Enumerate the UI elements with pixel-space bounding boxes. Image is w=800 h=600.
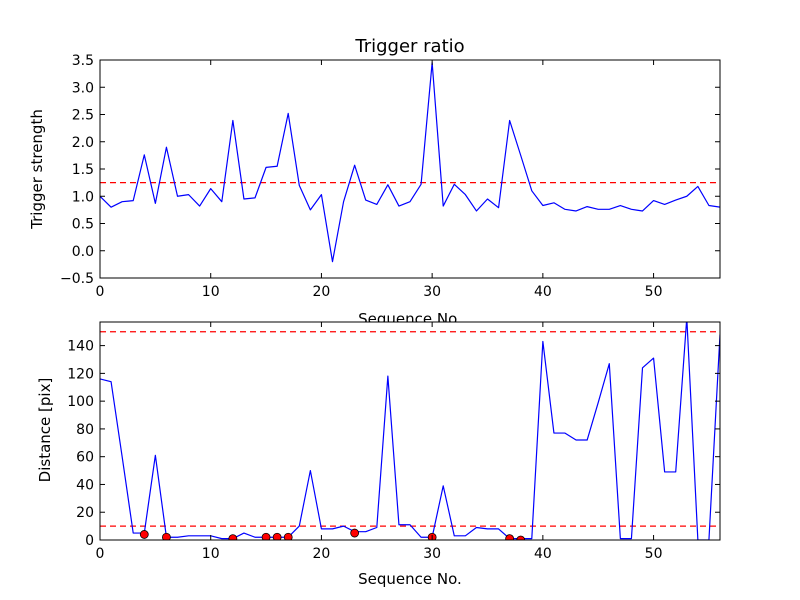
y-tick-label: 100 bbox=[67, 394, 94, 410]
x-tick-label: 20 bbox=[313, 546, 331, 562]
y-axis-title: Distance [pix] bbox=[36, 378, 54, 483]
y-tick-label: 40 bbox=[76, 477, 94, 493]
distance-chart: 0 10 20 30 40 50 0 20 40 60 80 100 120 140 Sequence … bbox=[36, 321, 721, 588]
series-line bbox=[100, 322, 720, 540]
data-point-marker bbox=[350, 528, 360, 538]
y-axis-ticks: −0.5 0.0 0.5 1.0 1.5 2.0 2.5 3.0 3.5 bbox=[60, 53, 720, 287]
plot-background bbox=[100, 60, 720, 278]
x-axis-ticks: 0 10 20 30 40 50 bbox=[96, 322, 663, 562]
x-axis-ticks: 0 10 20 30 40 50 bbox=[96, 60, 663, 300]
y-tick-label: 0 bbox=[85, 533, 94, 549]
x-tick-label: 50 bbox=[645, 546, 663, 562]
x-tick-label: 30 bbox=[423, 546, 441, 562]
data-point-marker bbox=[228, 534, 238, 540]
x-tick-label: 20 bbox=[313, 284, 331, 300]
y-tick-label: 2.0 bbox=[72, 135, 94, 151]
y-tick-label: 3.0 bbox=[72, 80, 94, 96]
x-tick-label: 40 bbox=[534, 284, 552, 300]
y-tick-label: 60 bbox=[76, 450, 94, 466]
series-group bbox=[100, 62, 720, 263]
y-tick-label: 20 bbox=[76, 505, 94, 521]
y-tick-label: 0.0 bbox=[72, 244, 94, 260]
chart-title: Trigger ratio bbox=[354, 36, 464, 57]
y-axis-title: Trigger strength bbox=[28, 109, 46, 230]
axes-frame bbox=[99, 321, 721, 541]
y-tick-label: 1.0 bbox=[72, 189, 94, 205]
y-tick-label: 140 bbox=[67, 339, 94, 355]
data-point-marker bbox=[272, 532, 282, 540]
trigger-ratio-chart: Trigger ratio 0 10 20 30 40 50 −0.5 0.0 0.5 1.0 1… bbox=[28, 36, 721, 328]
series-line bbox=[100, 62, 720, 263]
y-tick-label: 0.5 bbox=[72, 217, 94, 233]
y-tick-label: 1.5 bbox=[72, 162, 94, 178]
x-tick-label: 50 bbox=[645, 284, 663, 300]
y-tick-label: 120 bbox=[67, 366, 94, 382]
data-point-marker bbox=[505, 534, 515, 540]
y-tick-label: −0.5 bbox=[60, 271, 94, 287]
data-point-marker bbox=[261, 532, 271, 540]
x-axis-title: Sequence No. bbox=[358, 570, 462, 588]
y-tick-label: 3.5 bbox=[72, 53, 94, 69]
x-tick-label: 10 bbox=[202, 284, 220, 300]
x-tick-label: 10 bbox=[202, 546, 220, 562]
plot-background bbox=[100, 322, 720, 540]
data-point-marker bbox=[283, 532, 293, 540]
reference-lines bbox=[100, 331, 720, 527]
y-tick-label: 2.5 bbox=[72, 108, 94, 124]
series-group bbox=[100, 322, 720, 540]
data-point-marker bbox=[162, 532, 171, 540]
y-tick-label: 80 bbox=[76, 422, 94, 438]
data-point-marker bbox=[516, 535, 526, 540]
x-tick-label: 40 bbox=[534, 546, 552, 562]
data-point-marker bbox=[139, 530, 149, 539]
x-tick-label: 0 bbox=[96, 546, 105, 562]
x-tick-label: 0 bbox=[96, 284, 105, 300]
x-tick-label: 30 bbox=[423, 284, 441, 300]
y-axis-ticks: 0 20 40 60 80 100 120 140 bbox=[67, 339, 720, 549]
